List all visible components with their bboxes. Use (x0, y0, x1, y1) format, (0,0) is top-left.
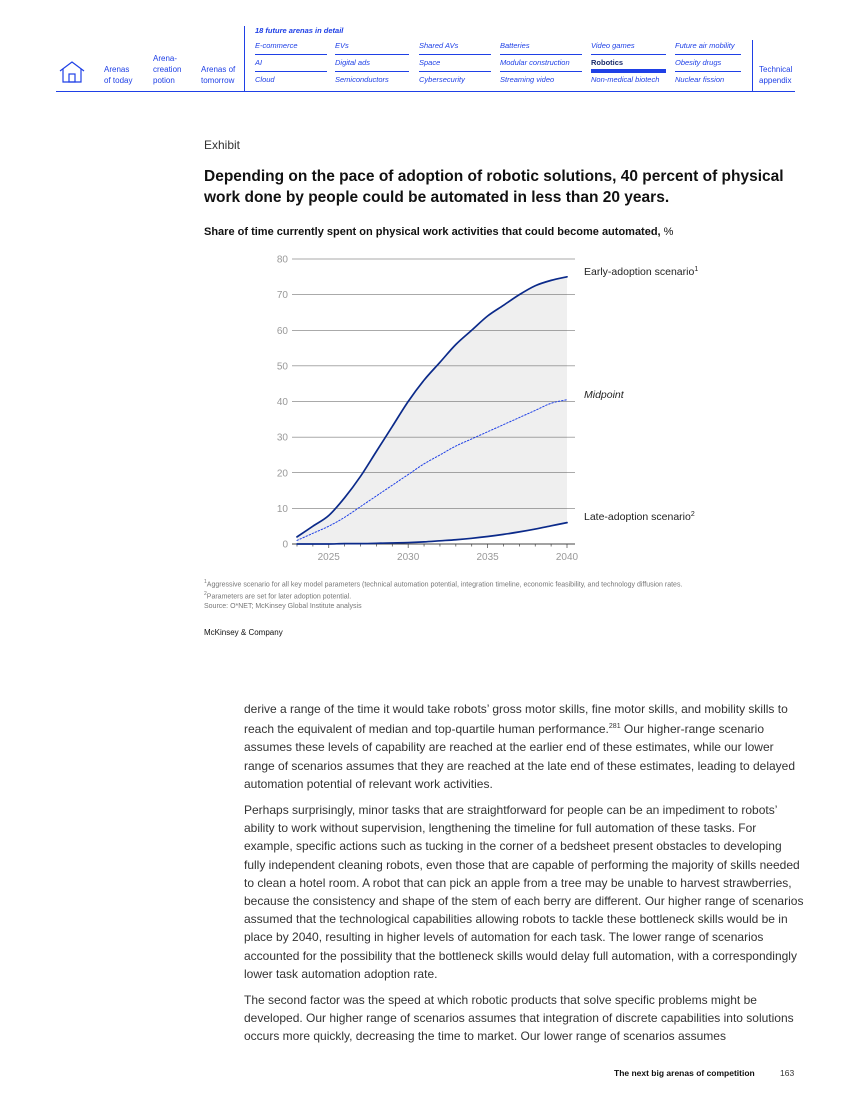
arena-link-video-games[interactable]: Video games (591, 41, 635, 50)
arena-link-shared-avs[interactable]: Shared AVs (419, 41, 459, 50)
chart-subtitle-unit: % (660, 226, 674, 238)
nav-arenas-of-tomorrow[interactable]: Arenas of tomorrow (201, 64, 235, 86)
arena-link-ai[interactable]: AI (255, 58, 263, 67)
body-text: derive a range of the time it would take… (244, 700, 804, 1054)
chart-subtitle-text: Share of time currently spent on physica… (204, 226, 661, 238)
active-tab-indicator (591, 69, 666, 73)
chart-source: Source: O*NET; McKinsey Global Institute… (204, 602, 362, 610)
nav-arena-creation-potion[interactable]: Arena- creation potion (153, 53, 181, 86)
body-paragraph-1-part-b: Our higher-range scenario assumes these … (244, 722, 796, 791)
body-paragraph-3: The second factor was the speed at which… (244, 993, 794, 1044)
future-arenas-menu: 18 future arenas in detail E-commerce AI… (244, 26, 753, 92)
endnote-ref-281[interactable]: 281 (608, 723, 621, 731)
arena-link-e-commerce[interactable]: E-commerce (255, 41, 298, 50)
nav-arenas-of-tomorrow-line2: tomorrow (201, 76, 235, 85)
arena-link-streaming-video[interactable]: Streaming video (500, 75, 555, 84)
arena-link-non-medical-biotech[interactable]: Non-medical biotech (591, 75, 660, 84)
nav-arenas-of-today-line2: of today (104, 76, 133, 85)
y-tick-label: 60 (277, 326, 289, 337)
future-arenas-title: 18 future arenas in detail (255, 26, 344, 35)
y-tick-label: 10 (277, 504, 289, 515)
nav-technical-appendix-line1: Technical (759, 65, 793, 74)
x-tick-label: 2035 (476, 552, 499, 563)
menu-divider (419, 71, 491, 72)
x-tick-label: 2030 (397, 552, 420, 563)
menu-divider (255, 71, 327, 72)
y-tick-label: 20 (277, 468, 289, 479)
series-label-late-adoption: Late-adoption scenario2 (584, 511, 695, 523)
arena-link-obesity-drugs[interactable]: Obesity drugs (675, 58, 722, 67)
arena-link-nuclear-fission[interactable]: Nuclear fission (675, 75, 725, 84)
menu-divider (500, 54, 582, 55)
arena-link-cloud[interactable]: Cloud (255, 75, 275, 84)
brand-credit: McKinsey & Company (204, 628, 283, 637)
series-line-early-adoption-scenario (296, 275, 568, 538)
series-line-late-adoption-scenario (296, 521, 568, 545)
menu-divider (675, 71, 741, 72)
top-navigation: Arenas of today Arena- creation potion A… (56, 0, 795, 93)
footer-report-title: The next big arenas of competition (614, 1068, 755, 1078)
x-tick-label: 2040 (556, 552, 579, 563)
footnote-2-marker: 2 (204, 590, 207, 597)
nav-technical-appendix[interactable]: Technical appendix (752, 40, 792, 92)
nav-arena-creation-line3: potion (153, 76, 175, 85)
y-tick-label: 30 (277, 433, 289, 444)
body-paragraph-1-part-a: derive a range of the time it would take… (244, 702, 788, 737)
menu-divider (335, 54, 409, 55)
chart-footnotes: 1Aggressive scenario for all key model p… (204, 578, 682, 611)
arena-link-batteries[interactable]: Batteries (500, 41, 530, 50)
x-tick-label: 2025 (318, 552, 341, 563)
footnote-1: 1Aggressive scenario for all key model p… (204, 578, 682, 590)
body-paragraph-2: Perhaps surprisingly, minor tasks that a… (244, 803, 804, 981)
arena-link-robotics[interactable]: Robotics (591, 58, 624, 67)
y-tick-label: 0 (282, 540, 288, 551)
home-icon[interactable] (58, 60, 86, 84)
footer-page-number: 163 (780, 1068, 795, 1078)
exhibit-title: Depending on the pace of adoption of rob… (204, 168, 784, 206)
y-tick-label: 80 (277, 255, 289, 266)
nav-bottom-rule (56, 91, 795, 92)
arena-link-evs[interactable]: EVs (335, 41, 349, 50)
nav-arenas-of-today-line1: Arenas (104, 65, 130, 74)
arena-link-modular-construction[interactable]: Modular construction (500, 58, 570, 67)
chart-subtitle: Share of time currently spent on physica… (204, 226, 673, 238)
arena-link-future-air-mobility[interactable]: Future air mobility (675, 41, 735, 50)
nav-technical-appendix-label: Technical appendix (759, 64, 792, 86)
nav-arena-creation-line1: Arena- (153, 54, 178, 63)
body-paragraph-1: derive a range of the time it would take… (244, 700, 804, 793)
y-tick-label: 70 (277, 290, 289, 301)
footnote-2-text: Parameters are set for later adoption po… (206, 593, 352, 601)
arena-link-space[interactable]: Space (419, 58, 441, 67)
menu-divider (419, 54, 491, 55)
series-label-midpoint: Midpoint (584, 389, 625, 401)
y-tick-label: 40 (277, 397, 289, 408)
exhibit-label: Exhibit (204, 138, 241, 152)
footnote-2: 2Parameters are set for later adoption p… (204, 590, 682, 602)
nav-technical-appendix-line2: appendix (759, 76, 792, 85)
menu-divider (335, 71, 409, 72)
arena-link-digital-ads[interactable]: Digital ads (335, 58, 371, 67)
nav-arenas-of-tomorrow-line1: Arenas of (201, 65, 236, 74)
y-tick-label: 50 (277, 361, 289, 372)
menu-divider (591, 54, 666, 55)
arena-link-cybersecurity[interactable]: Cybersecurity (419, 75, 465, 84)
scenario-range-area (297, 276, 567, 544)
nav-arena-creation-line2: creation (153, 65, 182, 74)
arena-link-semiconductors[interactable]: Semiconductors (335, 75, 389, 84)
footnote-1-text: Aggressive scenario for all key model pa… (206, 581, 683, 589)
series-label-early-adoption: Early-adoption scenario1 (584, 266, 698, 278)
menu-divider (500, 71, 582, 72)
footnote-1-marker: 1 (204, 579, 207, 585)
nav-arenas-of-today[interactable]: Arenas of today (104, 64, 132, 86)
menu-divider (675, 54, 741, 55)
menu-divider (255, 54, 327, 55)
